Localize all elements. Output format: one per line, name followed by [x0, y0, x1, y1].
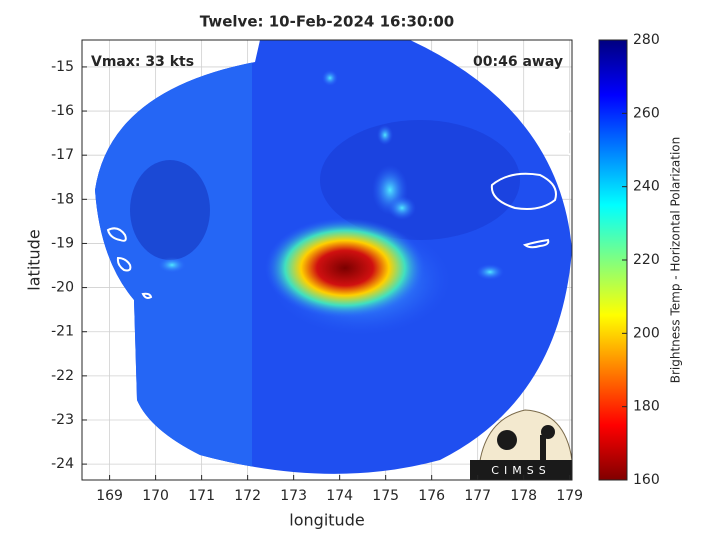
- annotation: Vmax: 33 kts: [91, 54, 194, 70]
- colorbar-tick-label: 220: [633, 252, 660, 268]
- y-tick-label: -23: [51, 412, 74, 428]
- logo: CIMSS: [470, 409, 573, 481]
- annotation: 00:46 away: [473, 54, 563, 70]
- y-tick-label: -21: [51, 324, 74, 340]
- x-tick-label: 175: [372, 488, 399, 504]
- x-tick-label: 172: [234, 488, 261, 504]
- x-tick-label: 177: [464, 488, 491, 504]
- colorbar-tick-label: 240: [633, 179, 660, 195]
- x-tick-label: 178: [510, 488, 537, 504]
- x-tick-label: 169: [96, 488, 123, 504]
- x-tick-label: 176: [418, 488, 445, 504]
- y-axis-label: latitude: [25, 229, 44, 290]
- y-tick-label: -15: [51, 59, 74, 75]
- x-tick-label: 173: [280, 488, 307, 504]
- y-tick-label: -17: [51, 147, 74, 163]
- colorbar-tick-label: 260: [633, 105, 660, 121]
- y-tick-label: -24: [51, 456, 74, 472]
- colorbar-tick-label: 180: [633, 399, 660, 415]
- y-tick-label: -22: [51, 368, 74, 384]
- satellite-imagery: [95, 40, 572, 474]
- colorbar-label: Brightness Temp - Horizontal Polarizatio…: [669, 137, 683, 384]
- logo-text: CIMSS: [491, 464, 550, 477]
- colorbar-tick-label: 200: [633, 325, 660, 341]
- chart-title: Twelve: 10-Feb-2024 16:30:00: [200, 13, 454, 31]
- y-tick-label: -20: [51, 280, 74, 296]
- plot-frame: [81, 39, 573, 481]
- x-axis-label: longitude: [289, 511, 364, 530]
- y-tick-label: -16: [51, 103, 74, 119]
- x-tick-label: 179: [556, 488, 583, 504]
- y-tick-label: -18: [51, 191, 74, 207]
- x-tick-label: 170: [142, 488, 169, 504]
- colorbar-tick-label: 280: [633, 32, 660, 48]
- colorbar-tick-label: 160: [633, 472, 660, 488]
- y-tick-label: -19: [51, 235, 74, 251]
- x-tick-label: 174: [326, 488, 353, 504]
- x-tick-label: 171: [188, 488, 215, 504]
